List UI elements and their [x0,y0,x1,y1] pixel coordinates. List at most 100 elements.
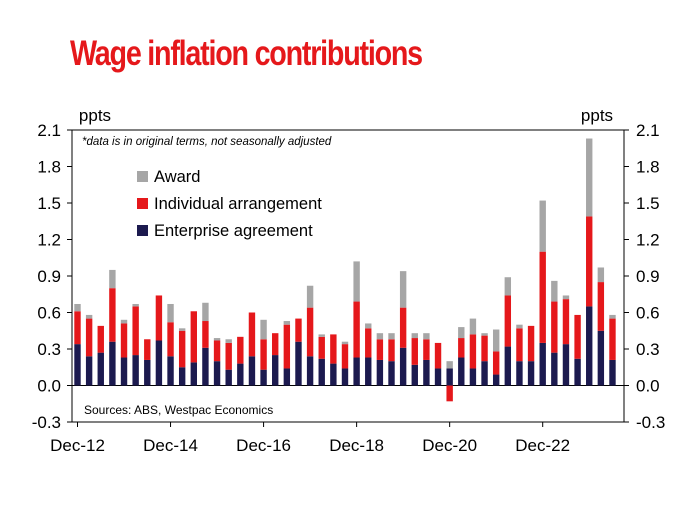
x-tick-label: Dec-22 [515,436,570,455]
bar-enterprise-agreement-28 [399,347,407,386]
bar-award-26 [376,333,384,340]
bar-award-27 [388,333,395,340]
bar-enterprise-agreement-26 [376,359,384,386]
bar-individual-arrangement-4 [120,323,128,358]
bar-award-24 [353,261,360,302]
bar-individual-arrangement-17 [272,333,279,356]
bar-enterprise-agreement-11 [202,347,209,386]
legend-label-individual-arrangement: Individual arrangement [154,195,322,213]
bar-enterprise-agreement-29 [411,364,418,386]
bar-enterprise-agreement-21 [318,358,325,386]
y-tick-label-right: -0.3 [636,413,665,432]
bar-enterprise-agreement-5 [132,355,139,386]
x-tick-label: Dec-16 [236,436,291,455]
bar-individual-arrangement-27 [388,339,395,362]
y-tick-label-right: 0.6 [636,304,660,323]
bar-enterprise-agreement-1 [85,356,93,386]
y-tick-label-left: 1.2 [37,231,61,250]
bar-enterprise-agreement-3 [109,341,116,386]
y-tick-label-left: 0.0 [37,377,61,396]
y-tick-label-right: 1.8 [636,158,660,177]
bar-individual-arrangement-37 [504,295,512,347]
bar-award-18 [283,321,291,325]
bar-individual-arrangement-5 [132,306,139,356]
x-tick-label: Dec-20 [422,436,477,455]
bar-enterprise-agreement-32 [446,368,453,386]
chart-source: Sources: ABS, Westpac Economics [84,403,273,417]
x-tick-label: Dec-18 [329,436,384,455]
bar-individual-arrangement-44 [586,216,593,307]
chart-note: *data is in original terms, not seasonal… [82,136,332,148]
bar-award-34 [469,318,477,335]
bar-award-12 [213,338,221,341]
bar-award-16 [260,319,267,340]
bar-award-23 [341,341,349,345]
bar-individual-arrangement-43 [574,314,581,359]
bar-enterprise-agreement-12 [213,361,221,386]
y-tick-label-right: 0.9 [636,267,660,286]
bar-award-9 [178,328,186,331]
bar-enterprise-agreement-16 [260,369,267,386]
bar-individual-arrangement-15 [248,312,256,357]
bar-individual-arrangement-30 [423,339,430,360]
bar-award-36 [492,329,500,352]
bar-individual-arrangement-40 [539,251,546,343]
bar-enterprise-agreement-9 [178,367,186,386]
bar-individual-arrangement-18 [283,324,291,369]
bar-enterprise-agreement-17 [272,355,279,386]
bar-individual-arrangement-32 [446,385,453,402]
legend-label-enterprise-agreement: Enterprise agreement [154,222,313,240]
legend-swatch-individual-arrangement [137,198,148,209]
bar-award-42 [562,295,570,300]
bar-enterprise-agreement-31 [434,368,442,386]
bar-enterprise-agreement-41 [551,352,558,386]
bar-award-28 [399,271,407,308]
bar-individual-arrangement-13 [225,342,232,370]
y-tick-label-right: 1.2 [636,231,660,250]
bar-enterprise-agreement-44 [586,306,593,386]
bar-individual-arrangement-0 [74,311,81,345]
bar-award-5 [132,303,139,307]
bar-individual-arrangement-26 [376,339,384,360]
bar-enterprise-agreement-19 [295,341,302,386]
bar-enterprise-agreement-33 [458,357,465,386]
y-tick-label-left: 2.1 [37,121,61,140]
bar-award-35 [481,333,488,336]
bar-individual-arrangement-8 [167,322,174,357]
bar-enterprise-agreement-14 [237,363,244,386]
y-tick-label-right: 1.5 [636,194,660,213]
bar-enterprise-agreement-0 [74,344,81,386]
bar-award-13 [225,339,232,343]
bar-individual-arrangement-2 [97,325,104,353]
bar-individual-arrangement-28 [399,307,407,348]
bar-individual-arrangement-29 [411,338,418,365]
bar-individual-arrangement-42 [562,299,570,345]
bar-individual-arrangement-39 [527,325,535,362]
bar-award-32 [446,361,453,369]
bar-enterprise-agreement-39 [527,361,535,386]
bar-award-20 [306,285,314,308]
bar-individual-arrangement-33 [458,338,465,358]
bar-individual-arrangement-16 [260,339,267,370]
y-tick-label-left: 1.8 [37,158,61,177]
bar-enterprise-agreement-8 [167,356,174,386]
bar-individual-arrangement-14 [237,336,244,364]
bar-individual-arrangement-11 [202,321,209,348]
bar-enterprise-agreement-37 [504,346,512,386]
bar-award-8 [167,303,174,323]
legend-label-award: Award [154,168,200,186]
bar-enterprise-agreement-24 [353,357,360,386]
y-tick-label-left: 0.3 [37,340,61,359]
bar-individual-arrangement-20 [306,307,314,357]
bar-enterprise-agreement-45 [597,330,605,386]
y-tick-label-right: 0.0 [636,377,660,396]
bar-enterprise-agreement-22 [330,363,337,386]
legend-swatch-award [137,171,148,182]
bar-individual-arrangement-21 [318,336,325,359]
bar-enterprise-agreement-4 [120,357,128,386]
bar-award-37 [504,277,512,296]
bar-enterprise-agreement-30 [423,359,430,386]
bar-individual-arrangement-25 [365,328,372,358]
bar-enterprise-agreement-23 [341,368,349,386]
